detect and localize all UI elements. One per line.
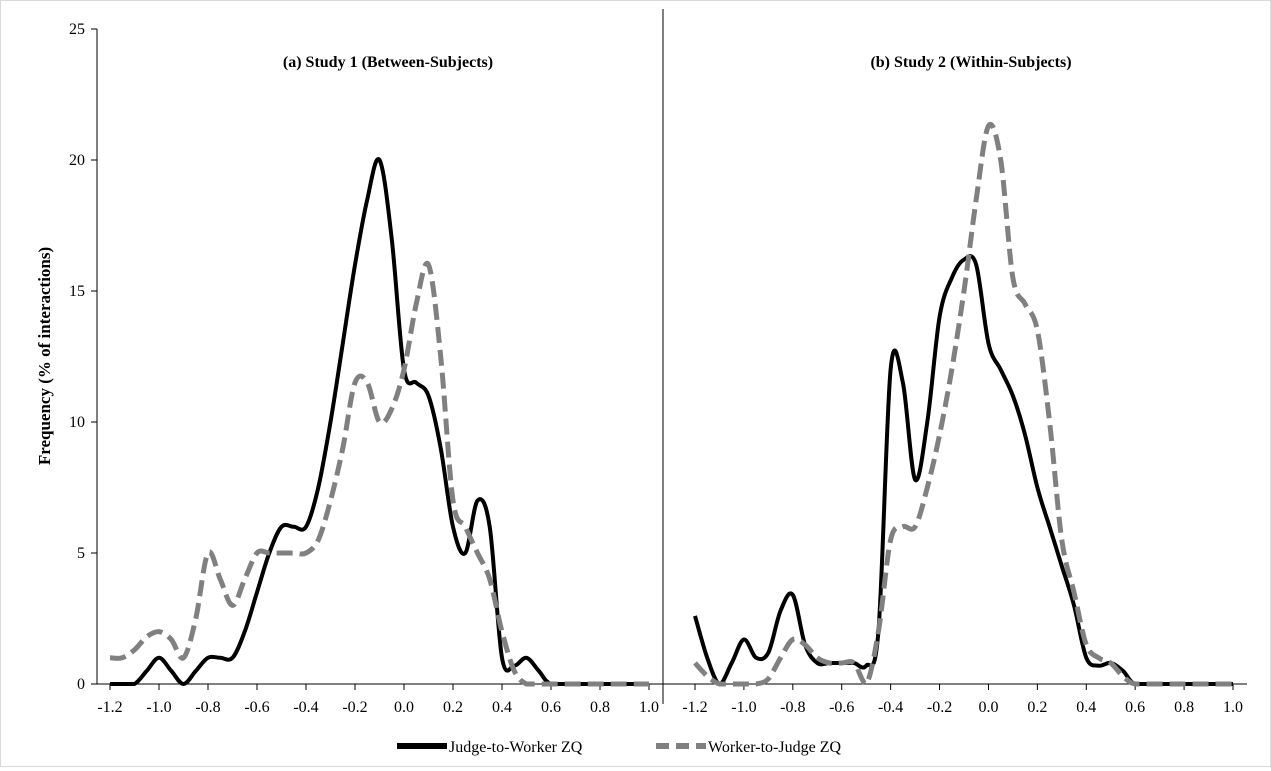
- x-tick-label: -0.2: [342, 699, 367, 716]
- x-tick-label: 0.6: [541, 699, 561, 716]
- x-tick-label: 1.0: [1223, 699, 1243, 716]
- x-tick-label: -0.8: [780, 699, 805, 716]
- x-tick-label: 1.0: [639, 699, 659, 716]
- x-tick-label: 0.2: [443, 699, 463, 716]
- y-tick-label: 15: [69, 283, 85, 300]
- y-tick-label: 20: [69, 152, 85, 169]
- x-tick-label: 0.6: [1125, 699, 1145, 716]
- x-tick-label: 0.0: [394, 699, 414, 716]
- x-tick-label: -0.4: [878, 699, 903, 716]
- legend: Judge-to-Worker ZQ Worker-to-Judge ZQ: [397, 739, 841, 756]
- x-tick-label: 0.2: [1027, 699, 1047, 716]
- legend-judge-label: Judge-to-Worker ZQ: [449, 739, 583, 756]
- y-tick-label: 0: [77, 676, 85, 693]
- x-tick-label: -1.0: [146, 699, 171, 716]
- x-tick-label: 0.8: [590, 699, 610, 716]
- y-tick-label: 5: [77, 545, 85, 562]
- legend-worker-label: Worker-to-Judge ZQ: [708, 739, 841, 756]
- axes: [96, 9, 1247, 704]
- x-tick-label: -1.2: [97, 699, 122, 716]
- x-ticks: -1.2 -1.0 -0.8 -0.6 -0.4 -0.2 0.0 0.2 0.4 0.6 0.8 1…: [97, 684, 1243, 716]
- x-tick-label: -0.8: [195, 699, 220, 716]
- x-tick-label: -1.2: [682, 699, 707, 716]
- y-tick-label: 10: [69, 414, 85, 431]
- x-tick-label: -1.0: [731, 699, 756, 716]
- x-tick-label: -0.2: [927, 699, 952, 716]
- x-tick-label: 0.4: [1076, 699, 1096, 716]
- series-lines: [109, 121, 1233, 687]
- panel-b-worker-to-judge-line: [693, 121, 1233, 687]
- x-tick-label: -0.6: [829, 699, 854, 716]
- x-tick-label: 0.0: [978, 699, 998, 716]
- panel-a-worker-to-judge-line: [109, 260, 649, 687]
- x-tick-label: 0.4: [492, 699, 512, 716]
- y-tick-label: 25: [69, 21, 85, 38]
- x-tick-label: -0.6: [244, 699, 269, 716]
- x-tick-label: 0.8: [1174, 699, 1194, 716]
- x-tick-label: -0.4: [293, 699, 318, 716]
- panel-b-title: (b) Study 2 (Within-Subjects): [870, 54, 1071, 71]
- panel-a-title: (a) Study 1 (Between-Subjects): [283, 54, 493, 71]
- panel-b-judge-to-worker-line: [693, 254, 1233, 687]
- y-axis-label: Frequency (% of interactions): [35, 247, 54, 465]
- y-ticks: 0 5 10 15 20 25: [69, 21, 97, 693]
